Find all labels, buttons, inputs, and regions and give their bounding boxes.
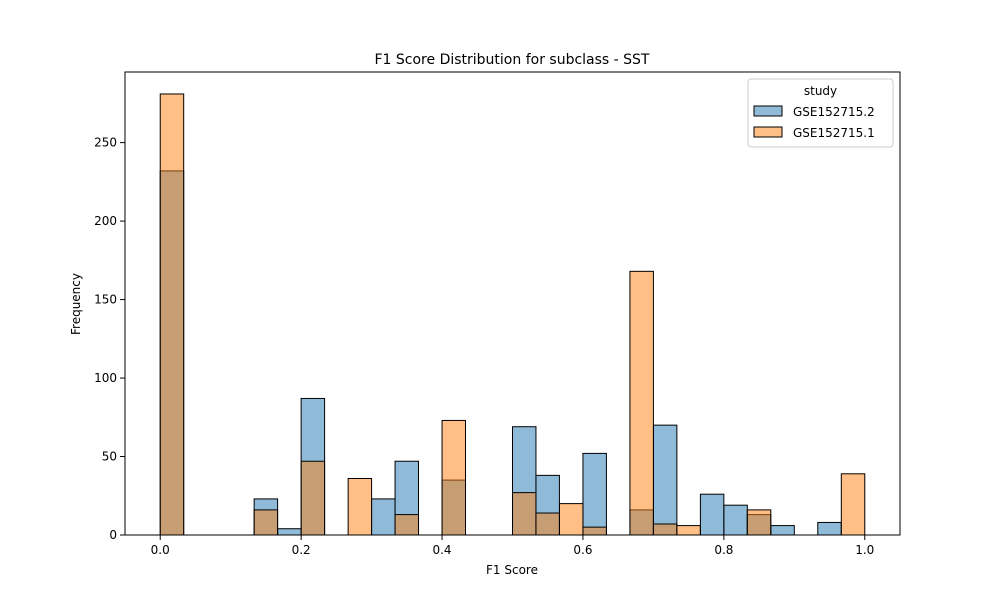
bar bbox=[512, 492, 537, 536]
bar bbox=[441, 419, 467, 536]
bar bbox=[300, 460, 326, 536]
legend-swatch bbox=[753, 105, 783, 117]
bar bbox=[676, 525, 701, 536]
bar bbox=[582, 452, 607, 536]
y-tick-label: 100 bbox=[94, 371, 117, 385]
bar bbox=[394, 514, 420, 536]
legend: study GSE152715.2 GSE152715.1 bbox=[747, 78, 894, 148]
bar bbox=[347, 478, 373, 536]
bar bbox=[699, 493, 725, 536]
bar bbox=[159, 93, 185, 536]
legend-swatch bbox=[753, 126, 783, 138]
legend-label: GSE152715.1 bbox=[793, 126, 875, 140]
axes-layer: 0.0 0.2 0.4 0.6 0.8 1.0 0 50 100 150 200 250 bbox=[94, 71, 901, 557]
bar bbox=[371, 498, 396, 536]
bar bbox=[277, 528, 302, 536]
bar bbox=[817, 521, 842, 536]
y-axis-label: Frequency bbox=[69, 273, 83, 335]
bar bbox=[253, 509, 279, 536]
legend-title: study bbox=[804, 84, 837, 98]
x-tick-label: 0.8 bbox=[714, 543, 733, 557]
y-tick-label: 250 bbox=[94, 136, 117, 150]
y-tick-label: 50 bbox=[102, 450, 117, 464]
legend-label: GSE152715.2 bbox=[793, 105, 875, 119]
series-GSE152715.1 bbox=[159, 93, 866, 536]
bar bbox=[746, 509, 772, 536]
y-tick-label: 200 bbox=[94, 214, 117, 228]
x-tick-label: 0.2 bbox=[292, 543, 311, 557]
bar bbox=[582, 526, 607, 536]
bar bbox=[652, 523, 678, 536]
bar bbox=[652, 424, 678, 536]
plot-frame bbox=[124, 71, 901, 536]
bar bbox=[558, 503, 584, 536]
chart-title: F1 Score Distribution for subclass - SST bbox=[375, 52, 650, 68]
x-axis-label: F1 Score bbox=[486, 563, 538, 577]
bar bbox=[840, 473, 866, 536]
x-tick-label: 0.6 bbox=[573, 543, 592, 557]
bars-layer bbox=[159, 93, 866, 536]
bar bbox=[629, 270, 654, 536]
legend-box bbox=[747, 78, 894, 148]
x-tick-label: 1.0 bbox=[855, 543, 874, 557]
bar bbox=[535, 512, 560, 536]
bar bbox=[770, 525, 795, 536]
bar bbox=[723, 504, 748, 536]
x-tick-label: 0.0 bbox=[151, 543, 170, 557]
x-tick-label: 0.4 bbox=[432, 543, 451, 557]
y-tick-label: 0 bbox=[109, 528, 117, 542]
y-tick-label: 150 bbox=[94, 293, 117, 307]
